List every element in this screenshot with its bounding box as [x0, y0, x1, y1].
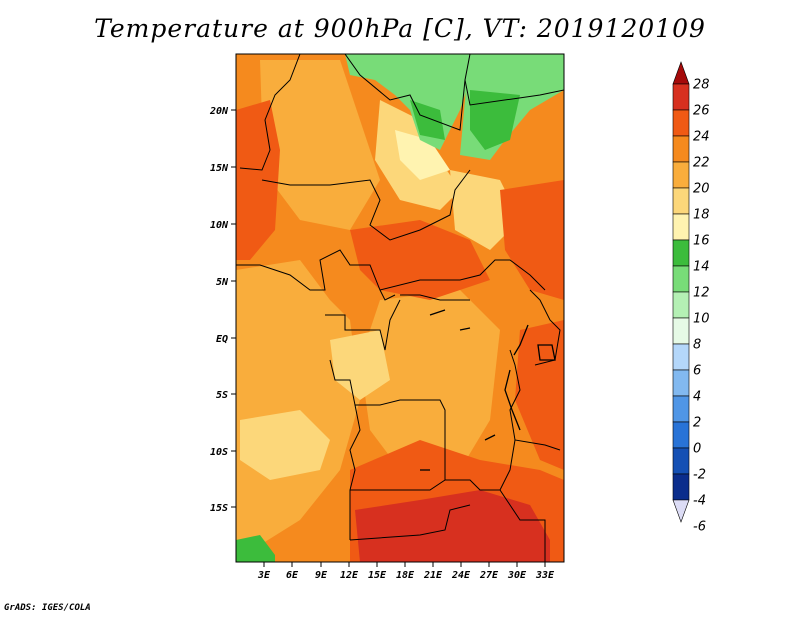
cream-region [395, 130, 450, 180]
colorbar-label: 2 [693, 416, 701, 431]
colorbar-swatch [672, 421, 690, 449]
colorbar-swatch [672, 239, 690, 267]
colorbar-label: 24 [693, 130, 710, 145]
cool-region [410, 100, 445, 140]
warm-region [500, 180, 564, 300]
footer-credit: GrADS: IGES/COLA [4, 603, 91, 613]
colorbar-label: 26 [693, 104, 710, 119]
warm-region [236, 100, 280, 260]
country-borders [236, 54, 564, 562]
colorbar-label: 8 [693, 338, 701, 353]
hot-region [355, 490, 550, 562]
map-frame [235, 53, 565, 563]
colorbar-label: 16 [693, 234, 710, 249]
cool-region [236, 535, 275, 562]
lat-label: EQ [216, 334, 228, 345]
colorbar-swatch [672, 473, 690, 501]
lon-label: 27E [479, 570, 499, 581]
lon-label: 9E [315, 570, 328, 581]
light-orange-region [360, 290, 500, 470]
lon-label: 30E [507, 570, 527, 581]
lat-label: 10N [210, 220, 229, 231]
lon-label: 12E [340, 570, 359, 581]
cool-region [470, 90, 520, 150]
light-orange-region [260, 60, 380, 230]
colorbar-swatch [672, 161, 690, 189]
colorbar-label: 4 [693, 390, 701, 405]
axis-ticks [231, 109, 546, 567]
lat-label: 20N [209, 106, 229, 117]
lat-label: 10S [210, 447, 228, 458]
lon-label: 33E [535, 570, 555, 581]
map-title: Temperature at 900hPa [C], VT: 201912010… [94, 14, 706, 43]
colorbar-top-arrow [672, 61, 690, 85]
colorbar-label: 20 [693, 182, 710, 197]
colorbar-swatch [672, 135, 690, 163]
colorbar-swatch [672, 265, 690, 293]
colorbar-swatch [672, 369, 690, 397]
lon-label: 6E [286, 570, 299, 581]
colorbar-label: 18 [693, 208, 710, 223]
colorbar-swatch [672, 187, 690, 215]
colorbar-bottom-arrow [672, 499, 690, 523]
colorbar-swatch [672, 395, 690, 423]
lon-label: 3E [257, 570, 271, 581]
colorbar-swatch [672, 213, 690, 241]
lat-labels: 20N 15N 10N 5N EQ 5S 10S 15S [209, 106, 229, 514]
lon-label: 15E [368, 570, 387, 581]
lon-label: 21E [423, 570, 443, 581]
colorbar-label: 10 [693, 312, 710, 327]
colorbar-label: 0 [693, 442, 701, 457]
temperature-field [236, 54, 564, 562]
colorbar-swatch [672, 343, 690, 371]
colorbar-label: 28 [693, 78, 710, 93]
colorbar-swatch [672, 83, 690, 111]
colorbar-label: -6 [693, 520, 706, 535]
colorbar-swatch [672, 447, 690, 475]
pale-yellow-region [240, 410, 330, 480]
colorbar-label: 14 [693, 260, 710, 275]
lon-label: 18E [396, 570, 415, 581]
colorbar-swatch [672, 109, 690, 137]
colorbar-label: 12 [693, 286, 710, 301]
lat-label: 5S [216, 390, 228, 401]
colorbar-swatch [672, 291, 690, 319]
colorbar-label: 22 [693, 156, 710, 171]
colorbar-swatch [672, 317, 690, 345]
lon-labels: 3E 6E 9E 12E 15E 18E 21E 24E 27E 30E 33E [257, 570, 555, 581]
lat-label: 15N [210, 163, 229, 174]
lat-label: 5N [216, 277, 229, 288]
colorbar-label: -2 [693, 468, 706, 483]
lon-label: 24E [451, 570, 471, 581]
lakes [420, 309, 556, 471]
lat-label: 15S [210, 503, 228, 514]
colorbar-label: 6 [693, 364, 701, 379]
light-orange-region [330, 330, 390, 400]
colorbar-label: -4 [693, 494, 706, 509]
warm-region [515, 320, 564, 470]
